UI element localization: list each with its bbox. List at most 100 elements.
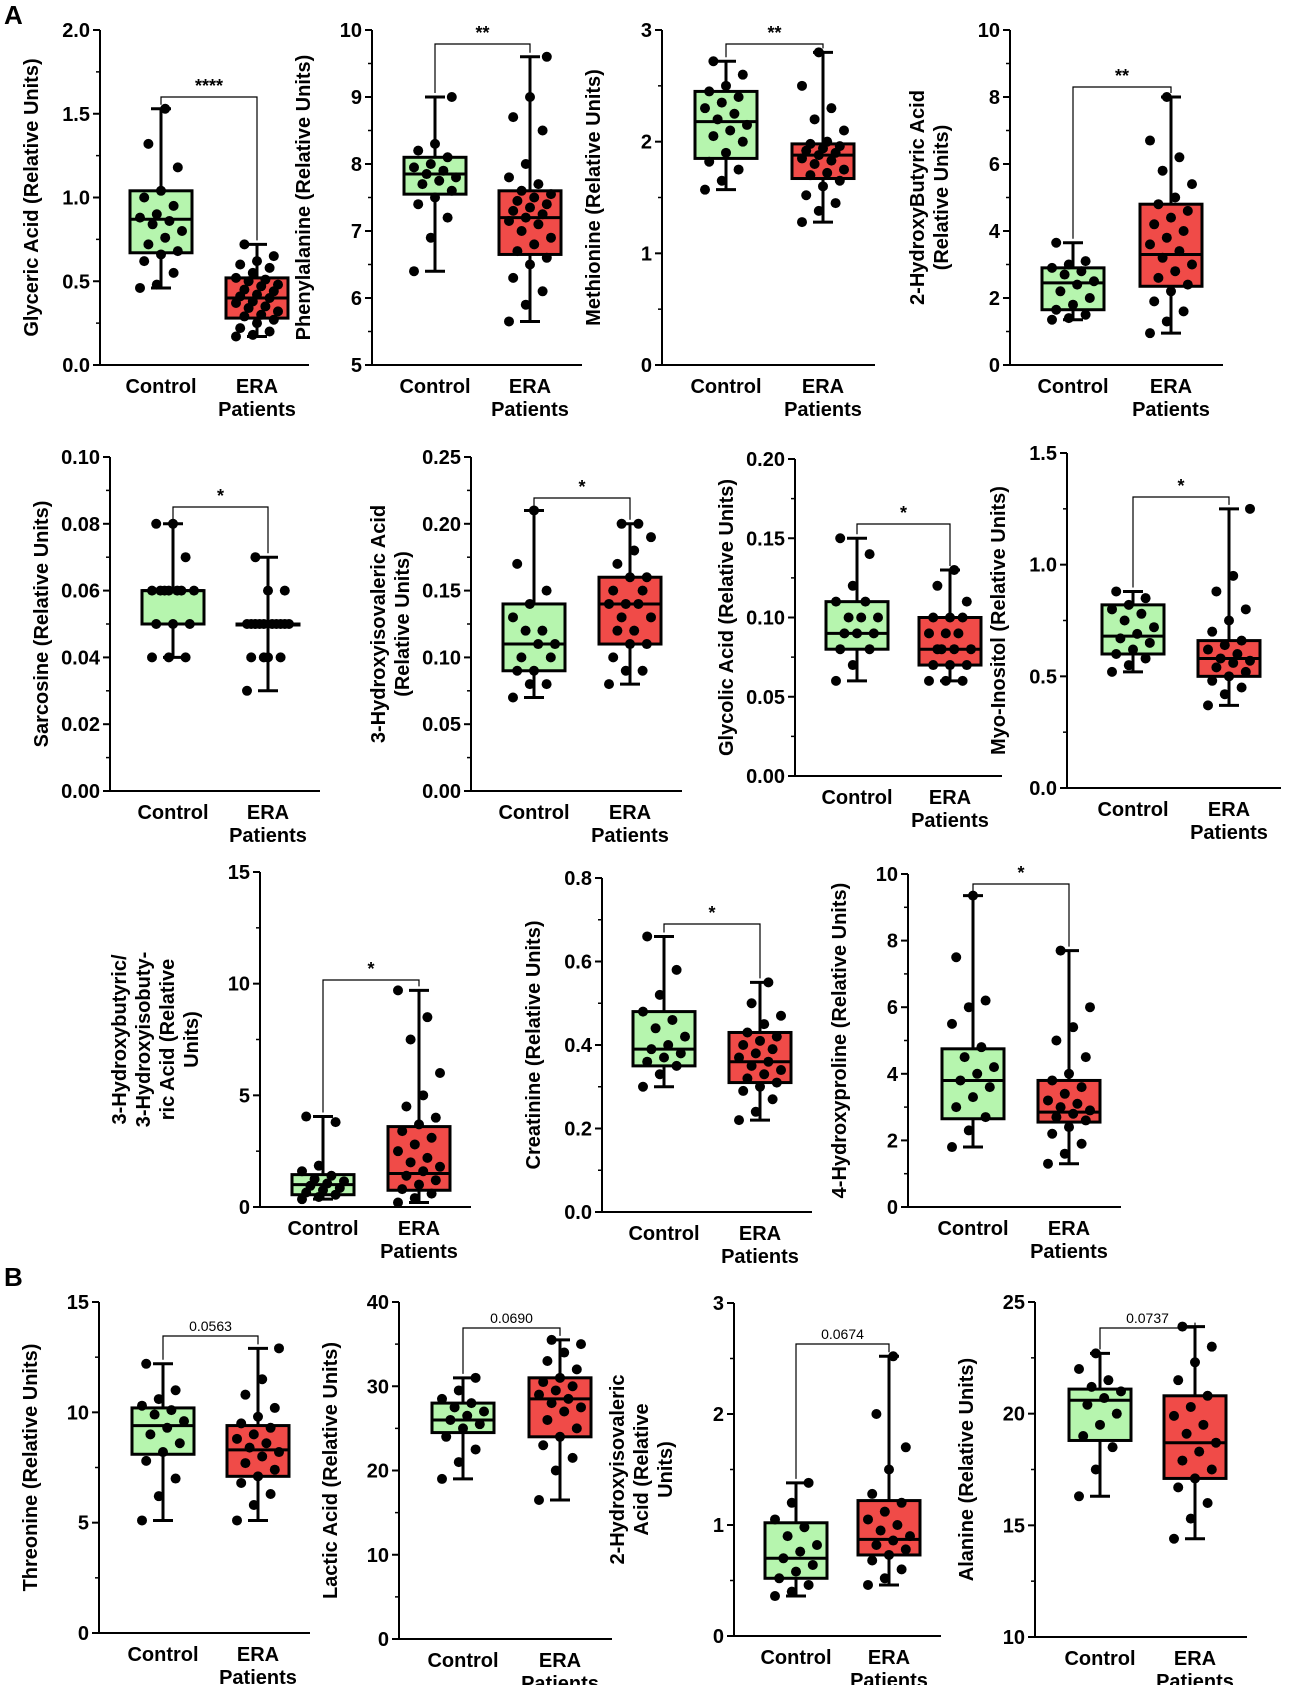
data-point	[801, 190, 812, 201]
data-point	[284, 619, 294, 629]
data-point	[924, 675, 934, 686]
data-point	[852, 628, 862, 639]
data-point	[512, 246, 523, 257]
data-point	[149, 1409, 160, 1420]
y-tick-label: 0.2	[564, 1119, 592, 1141]
box-era	[1162, 1321, 1228, 1544]
y-tick-label: 0.02	[61, 714, 100, 736]
y-tick-label: 0.05	[422, 714, 461, 736]
data-point	[1074, 1364, 1084, 1374]
y-axis-label: Myo-Inositol (Relative Units)	[988, 486, 1010, 755]
chart-11: 0 2 4 6 8 10 4-Hydroxyproline (Relative Units)…	[829, 863, 1121, 1263]
y-tick-label: 1.0	[1029, 555, 1057, 577]
data-point	[646, 612, 656, 623]
data-point	[170, 1385, 181, 1396]
data-point	[172, 246, 183, 257]
data-point	[236, 1418, 247, 1429]
x-tick-label: Control	[1064, 1648, 1135, 1670]
y-axis-label-line: (Relative Units)	[931, 125, 953, 271]
x-tick-label: ERA	[1048, 1218, 1090, 1240]
x-tick-label: Patients	[521, 1673, 599, 1685]
data-point	[1107, 666, 1117, 677]
data-point	[835, 533, 846, 544]
x-tick-label: Patients	[1156, 1671, 1234, 1685]
data-point	[642, 1056, 653, 1067]
data-point	[771, 1077, 782, 1088]
data-point	[449, 1402, 460, 1413]
data-point	[537, 286, 548, 297]
data-point	[786, 1586, 797, 1597]
data-point	[542, 1414, 553, 1425]
data-point	[239, 311, 250, 322]
box-iqr	[940, 1047, 1006, 1121]
data-point	[680, 1031, 690, 1042]
data-point	[1047, 262, 1057, 273]
data-point	[559, 1406, 570, 1417]
data-point	[466, 1398, 477, 1409]
data-point	[770, 1591, 780, 1602]
data-point	[803, 1579, 814, 1590]
data-point	[1103, 1375, 1114, 1386]
significance-bracket	[795, 1343, 890, 1479]
data-point	[264, 326, 275, 337]
data-point	[797, 80, 807, 91]
y-tick-label: 0.00	[422, 781, 461, 803]
data-point	[620, 598, 631, 609]
y-axis-label-line: 2-HydroxyButyric Acid	[907, 90, 929, 305]
data-point	[504, 316, 514, 327]
data-point	[812, 1539, 822, 1550]
data-point	[1207, 675, 1218, 686]
data-point	[235, 323, 246, 334]
data-point	[1219, 640, 1230, 651]
data-point	[1211, 662, 1222, 673]
y-tick-label: 2	[641, 132, 652, 154]
data-point	[393, 1146, 403, 1157]
data-point	[232, 1433, 242, 1444]
y-tick-label: 2	[989, 288, 1000, 310]
data-point	[567, 1381, 578, 1392]
chart-6: 0.00 0.05 0.10 0.15 0.20 0.25 3-Hydroxyisovale…	[368, 447, 682, 847]
y-tick-label: 0.0	[1029, 778, 1057, 800]
data-point	[137, 1400, 147, 1411]
data-point	[953, 628, 964, 639]
data-point	[759, 1019, 770, 1030]
y-tick-label: 8	[887, 931, 898, 953]
box-era	[1138, 92, 1204, 339]
data-point	[174, 1438, 185, 1449]
data-point	[508, 205, 519, 216]
data-point	[442, 152, 453, 163]
x-tick-label: Patients	[721, 1246, 799, 1268]
data-point	[774, 1573, 785, 1584]
data-point	[1145, 328, 1155, 339]
y-axis-label-line: 2-Hydroxyisovaleric	[607, 1374, 629, 1564]
data-point	[243, 276, 254, 287]
data-point	[641, 639, 652, 650]
data-point	[867, 1555, 878, 1566]
data-point	[430, 1175, 441, 1186]
data-point	[1206, 1464, 1217, 1475]
data-point	[799, 1522, 810, 1533]
y-tick-label: 3	[713, 1293, 724, 1315]
y-tick-label: 0	[989, 355, 1000, 377]
data-point	[417, 179, 428, 190]
y-axis-label: Phenylalanine (Relative Units)	[293, 55, 315, 341]
data-point	[742, 119, 752, 130]
data-point	[1190, 1473, 1200, 1484]
significance-label: 0.0690	[490, 1310, 533, 1326]
data-point	[1157, 252, 1168, 263]
box-control	[130, 1358, 196, 1526]
data-point	[297, 1166, 307, 1177]
data-point	[409, 162, 419, 173]
data-point	[818, 181, 828, 192]
data-point	[176, 585, 187, 596]
data-point	[479, 1406, 489, 1417]
data-point	[393, 985, 403, 996]
x-tick-label: Control	[137, 802, 208, 824]
data-point	[888, 1351, 899, 1362]
data-point	[248, 1500, 259, 1511]
box-iqr	[597, 575, 663, 646]
y-tick-label: 5	[78, 1513, 89, 1535]
data-point	[401, 1101, 412, 1112]
data-point	[246, 652, 257, 663]
data-point	[835, 644, 846, 655]
